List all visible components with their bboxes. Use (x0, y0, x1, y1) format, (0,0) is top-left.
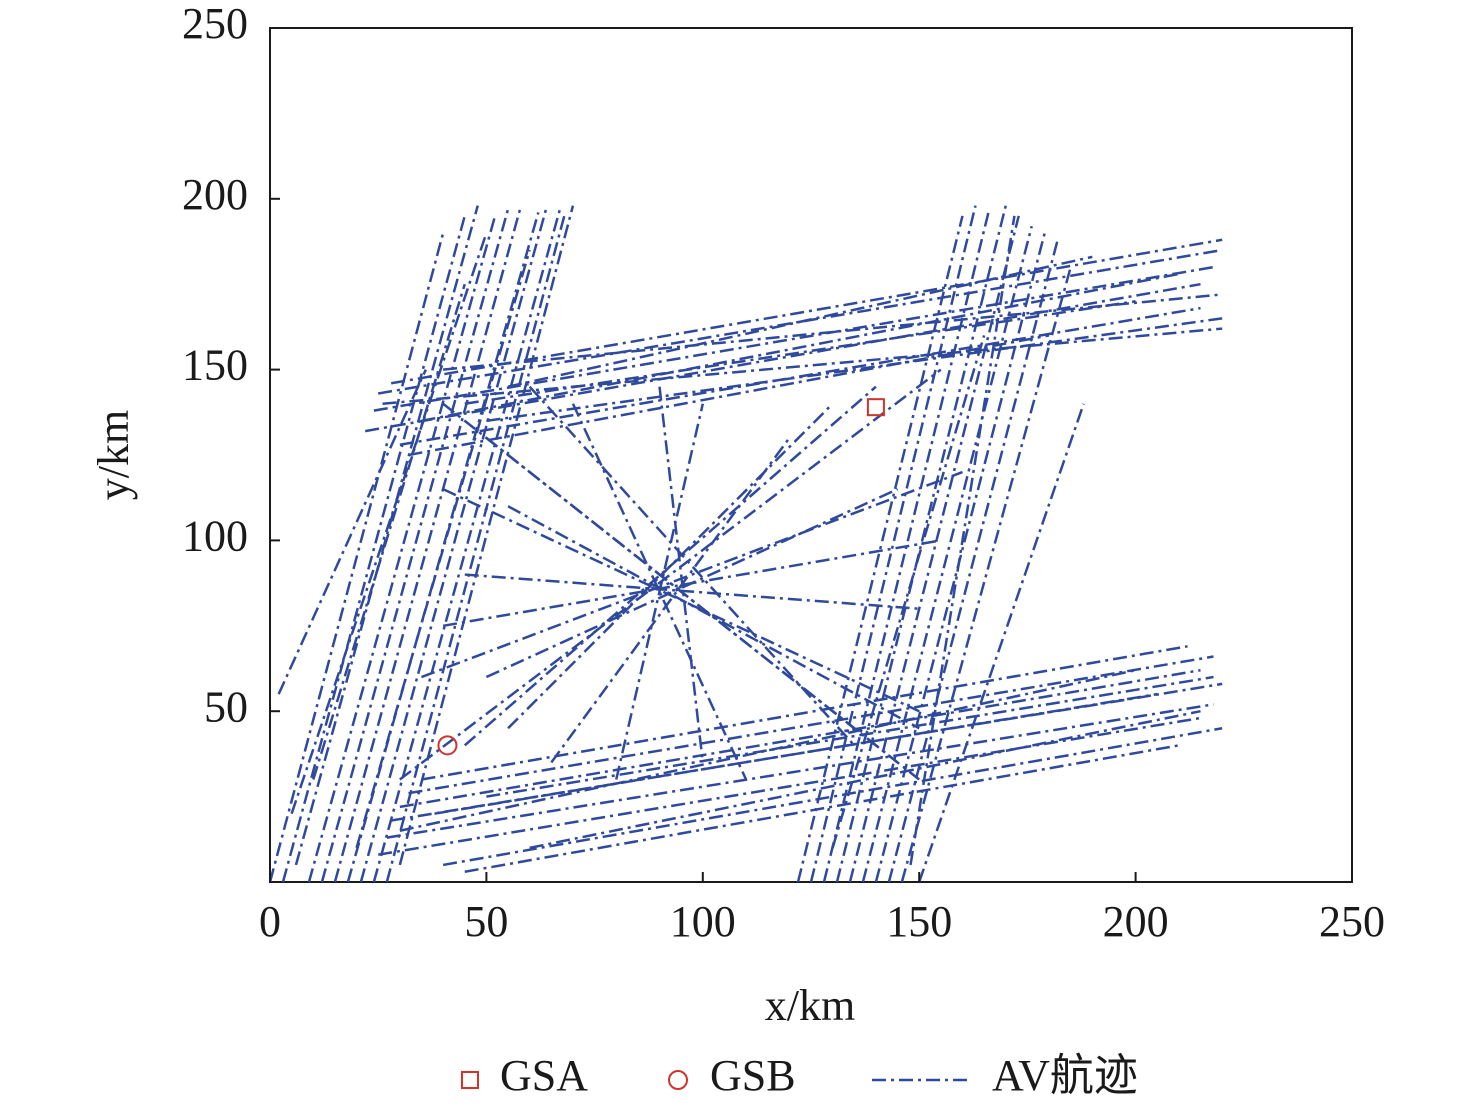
av-track (385, 215, 566, 883)
av-track (386, 703, 1214, 839)
legend-marker (668, 1070, 688, 1090)
av-track (281, 215, 466, 883)
av-track (290, 232, 488, 815)
av-track (346, 212, 540, 883)
y-tick-label: 50 (204, 682, 248, 731)
av-track (796, 215, 964, 883)
y-tick-label: 250 (182, 0, 248, 48)
av-track (485, 436, 899, 764)
av-track (399, 368, 942, 781)
av-track (399, 668, 1201, 809)
legend-label: AV航迹 (992, 1051, 1138, 1100)
av-track (909, 215, 1016, 866)
av-track (333, 205, 523, 883)
legend-marker (461, 1071, 479, 1089)
av-track (377, 716, 1201, 856)
av-track (550, 437, 791, 764)
av-track (464, 744, 1180, 873)
av-track (874, 232, 1046, 883)
av-track (571, 403, 748, 781)
y-tick-label: 100 (182, 511, 248, 560)
av-track (355, 249, 531, 849)
station-marker (437, 735, 458, 756)
av-track (421, 272, 1180, 423)
av-track (372, 208, 562, 883)
av-track (615, 403, 705, 780)
av-track (529, 709, 1201, 850)
av-track (658, 386, 705, 763)
av-track (421, 470, 963, 679)
av-track (464, 573, 920, 610)
av-track (486, 675, 1214, 798)
av-track (442, 727, 1223, 867)
x-tick-label: 50 (464, 897, 508, 946)
av-track (507, 255, 1093, 388)
av-track (887, 239, 1059, 883)
av-track (364, 282, 1201, 433)
x-tick-label: 200 (1103, 897, 1169, 946)
station-marker (866, 398, 885, 417)
av-track (835, 205, 1007, 883)
av-track (320, 208, 510, 883)
av-track (408, 655, 1214, 795)
av-track (861, 225, 1033, 883)
y-tick-label: 200 (182, 170, 248, 219)
av-track (831, 335, 986, 849)
plot-frame (269, 27, 1353, 883)
av-track (809, 205, 977, 883)
av-track (268, 232, 445, 883)
av-track (528, 385, 856, 747)
av-track (382, 327, 1223, 406)
av-track (377, 248, 1223, 395)
av-track (294, 205, 479, 866)
y-axis-label: y/km (89, 410, 138, 500)
av-track (307, 215, 497, 883)
av-track (312, 283, 466, 780)
av-track (421, 645, 1188, 781)
x-tick-label: 100 (670, 897, 736, 946)
av-track (464, 300, 1136, 405)
x-tick-label: 250 (1319, 897, 1385, 946)
legend-label: GSB (710, 1051, 796, 1100)
av-track (408, 334, 1050, 457)
av-track (507, 402, 834, 730)
x-axis-label: x/km (765, 981, 855, 1030)
x-tick-label: 150 (886, 897, 952, 946)
av-track (390, 238, 1223, 385)
legend-label: GSA (500, 1051, 588, 1100)
av-track (373, 265, 1214, 412)
av-track (507, 505, 920, 730)
y-tick-label: 150 (182, 341, 248, 390)
av-track (390, 682, 1223, 822)
av-track (486, 317, 1223, 423)
av-track (359, 205, 549, 883)
av-track (900, 266, 1072, 883)
av-track (277, 369, 427, 695)
av-track (918, 403, 1085, 883)
av-track (398, 205, 575, 866)
x-tick-label: 0 (259, 897, 281, 946)
av-track (485, 488, 899, 679)
av-track (399, 668, 1136, 832)
